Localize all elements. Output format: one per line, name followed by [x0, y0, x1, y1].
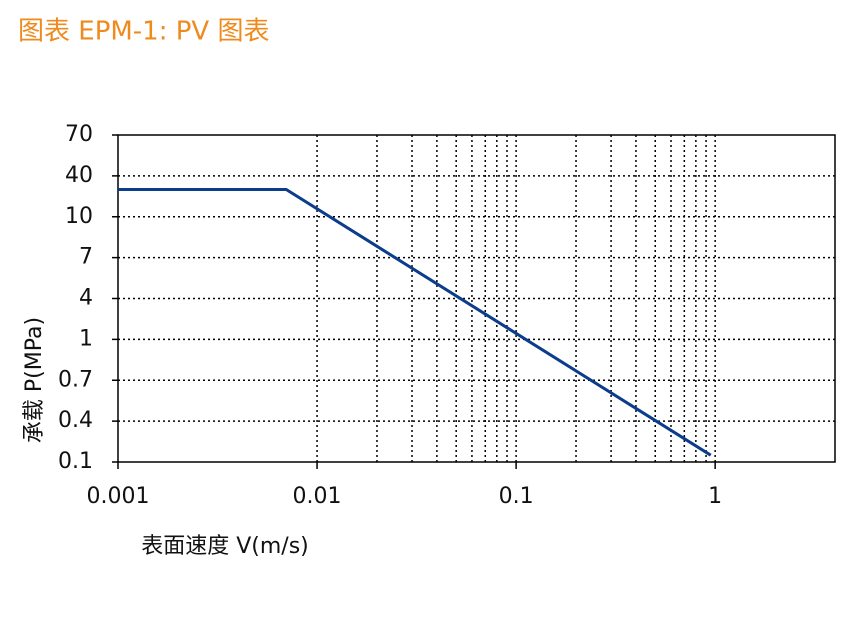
plot-frame: [117, 134, 836, 463]
x-tick-label: 0.1: [499, 484, 534, 509]
x-axis-label: 表面速度 V(m/s): [141, 534, 309, 559]
y-tick-label: 70: [65, 122, 93, 147]
y-tick-label: 0.1: [58, 449, 93, 474]
y-tick-label: 10: [65, 204, 93, 229]
x-tick-label: 1: [708, 484, 722, 509]
y-tick-label: 7: [79, 245, 93, 270]
y-axis-label: 承载 P(MPa): [22, 317, 47, 443]
y-tick-label: 40: [65, 163, 93, 188]
y-tick-label: 1: [79, 326, 93, 351]
x-tick-label: 0.01: [293, 484, 342, 509]
y-tick-label: 0.4: [58, 408, 93, 433]
x-tick-label: 0.001: [87, 484, 150, 509]
y-tick-label: 4: [79, 286, 93, 311]
data-line: [118, 188, 712, 457]
chart-title: 图表 EPM-1: PV 图表: [18, 17, 269, 47]
y-tick-label: 0.7: [58, 367, 93, 392]
